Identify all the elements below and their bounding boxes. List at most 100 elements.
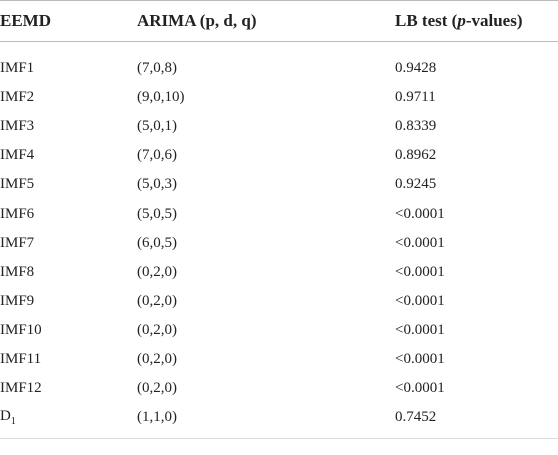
header-cell: EEMD (0, 0, 137, 42)
cell-text: IMF6 (0, 205, 35, 222)
cell-text: (0,2,0) (137, 321, 177, 338)
table-cell: (0,2,0) (137, 258, 395, 287)
table-cell: (1,1,0) (137, 403, 395, 439)
cell-text: IMF10 (0, 321, 42, 338)
cell-text: IMF4 (0, 147, 35, 164)
table-cell: <0.0001 (395, 287, 558, 316)
table-row: IMF10 (0,2,0) <0.0001 (0, 316, 558, 345)
header-cell: LB test (p-values) (395, 0, 558, 42)
header-row: EEMD ARIMA (p, d, q) LB test (p-values) (0, 0, 558, 42)
table-row: IMF12 (0,2,0) <0.0001 (0, 374, 558, 403)
table-row: IMF2 (9,0,10) 0.9711 (0, 83, 558, 112)
table-cell: IMF5 (0, 170, 137, 199)
table-row: IMF7 (6,0,5) <0.0001 (0, 229, 558, 258)
cell-text: (1,1,0) (137, 409, 177, 426)
results-table: EEMD ARIMA (p, d, q) LB test (p-values) IM… (0, 0, 558, 440)
cell-text: (5,0,3) (137, 176, 177, 193)
italic-text: p (457, 11, 466, 30)
cell-text: IMF2 (0, 89, 35, 106)
cell-text: <0.0001 (395, 292, 445, 309)
table-cell: 0.9711 (395, 83, 558, 112)
cell-text: (5,0,5) (137, 205, 177, 222)
table-cell: IMF3 (0, 112, 137, 141)
table-cell: (6,0,5) (137, 229, 395, 258)
table-cell: IMF4 (0, 141, 137, 170)
cell-text: 0.9245 (395, 176, 437, 193)
cell-text: IMF1 (0, 60, 35, 77)
table-row: IMF5 (5,0,3) 0.9245 (0, 170, 558, 199)
cell-text: (0,2,0) (137, 292, 177, 309)
table-row: IMF11 (0,2,0) <0.0001 (0, 345, 558, 374)
table-cell: (5,0,1) (137, 112, 395, 141)
cell-text: -values) (465, 11, 523, 30)
table-cell: (0,2,0) (137, 316, 395, 345)
table-cell: <0.0001 (395, 229, 558, 258)
table-cell: D1 (0, 403, 137, 439)
table-cell: IMF11 (0, 345, 137, 374)
cell-text: 0.8962 (395, 147, 437, 164)
table-row: IMF4 (7,0,6) 0.8962 (0, 141, 558, 170)
cell-text: EEMD (0, 11, 51, 30)
cell-text: <0.0001 (395, 380, 445, 397)
table-row: IMF9 (0,2,0) <0.0001 (0, 287, 558, 316)
cell-text: (9,0,10) (137, 89, 185, 106)
table-cell: IMF7 (0, 229, 137, 258)
cell-text: (0,2,0) (137, 380, 177, 397)
table-cell: (5,0,3) (137, 170, 395, 199)
table-cell: (7,0,6) (137, 141, 395, 170)
table-cell: (7,0,8) (137, 42, 395, 84)
table-row: IMF8 (0,2,0) <0.0001 (0, 258, 558, 287)
cell-text: <0.0001 (395, 234, 445, 251)
cell-text: <0.0001 (395, 321, 445, 338)
table-cell: 0.9428 (395, 42, 558, 84)
cell-text: IMF3 (0, 118, 35, 135)
cell-text: LB test ( (395, 11, 458, 30)
table-cell: (0,2,0) (137, 287, 395, 316)
cell-text: <0.0001 (395, 263, 445, 280)
table-cell: 0.8339 (395, 112, 558, 141)
cell-text: (0,2,0) (137, 350, 177, 367)
cell-text: <0.0001 (395, 350, 445, 367)
table-cell: (0,2,0) (137, 374, 395, 403)
header-cell: ARIMA (p, d, q) (137, 0, 395, 42)
cell-text: (0,2,0) (137, 263, 177, 280)
cell-text: (6,0,5) (137, 234, 177, 251)
table-cell: (9,0,10) (137, 83, 395, 112)
cell-text: IMF12 (0, 380, 42, 397)
table-row: IMF1 (7,0,8) 0.9428 (0, 42, 558, 84)
cell-text: 0.7452 (395, 409, 437, 426)
table-cell: <0.0001 (395, 345, 558, 374)
table-cell: <0.0001 (395, 258, 558, 287)
cell-text: (7,0,8) (137, 60, 177, 77)
cell-text: (7,0,6) (137, 147, 177, 164)
table-body: IMF1 (7,0,8) 0.9428 IMF2 (9,0,10) 0.9711 IMF3 (… (0, 42, 558, 439)
subscript: 1 (10, 416, 16, 428)
table-cell: <0.0001 (395, 199, 558, 228)
table-cell: IMF10 (0, 316, 137, 345)
cell-text: D (0, 408, 11, 425)
cell-text: 0.9428 (395, 60, 437, 77)
table-row: D1 (1,1,0) 0.7452 (0, 403, 558, 439)
table-cell: <0.0001 (395, 316, 558, 345)
cell-text: IMF11 (0, 350, 42, 367)
cell-text: (5,0,1) (137, 118, 177, 135)
table-cell: IMF9 (0, 287, 137, 316)
cell-text: IMF9 (0, 292, 35, 309)
table-header: EEMD ARIMA (p, d, q) LB test (p-values) (0, 0, 558, 42)
table-cell: <0.0001 (395, 374, 558, 403)
table-cell: (0,2,0) (137, 345, 395, 374)
cell-text: <0.0001 (395, 205, 445, 222)
cell-text: IMF8 (0, 263, 35, 280)
table-cell: IMF1 (0, 42, 137, 84)
table-row: IMF3 (5,0,1) 0.8339 (0, 112, 558, 141)
cell-text: IMF5 (0, 176, 35, 193)
cell-text: 0.8339 (395, 118, 437, 135)
table-cell: 0.7452 (395, 403, 558, 439)
table-cell: IMF12 (0, 374, 137, 403)
table-cell: 0.9245 (395, 170, 558, 199)
table-cell: 0.8962 (395, 141, 558, 170)
cell-text: IMF7 (0, 234, 35, 251)
table-cell: (5,0,5) (137, 199, 395, 228)
table-cell: IMF2 (0, 83, 137, 112)
